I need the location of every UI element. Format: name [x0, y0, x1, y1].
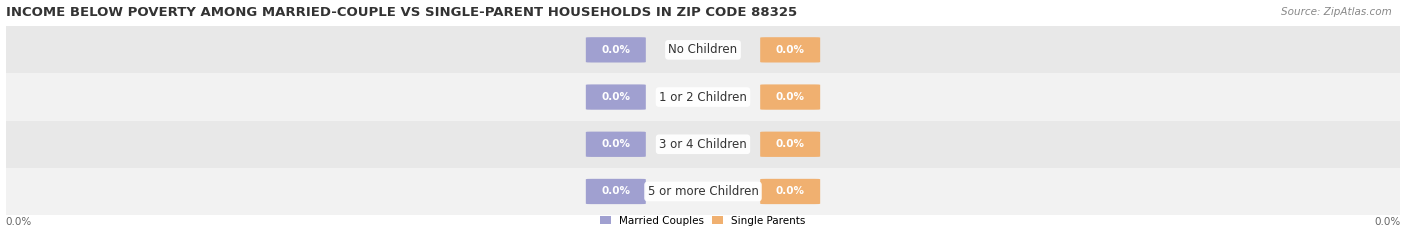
Text: INCOME BELOW POVERTY AMONG MARRIED-COUPLE VS SINGLE-PARENT HOUSEHOLDS IN ZIP COD: INCOME BELOW POVERTY AMONG MARRIED-COUPL… — [6, 6, 797, 19]
Legend: Married Couples, Single Parents: Married Couples, Single Parents — [599, 214, 807, 228]
FancyBboxPatch shape — [761, 37, 820, 62]
Text: No Children: No Children — [668, 43, 738, 56]
Text: 0.0%: 0.0% — [6, 217, 32, 227]
Text: 0.0%: 0.0% — [1374, 217, 1400, 227]
FancyBboxPatch shape — [586, 37, 645, 62]
FancyBboxPatch shape — [586, 132, 645, 157]
FancyBboxPatch shape — [761, 132, 820, 157]
FancyBboxPatch shape — [586, 84, 645, 110]
Text: 0.0%: 0.0% — [776, 139, 804, 149]
Text: 0.0%: 0.0% — [602, 186, 630, 196]
FancyBboxPatch shape — [761, 179, 820, 204]
Text: 0.0%: 0.0% — [602, 139, 630, 149]
Text: 0.0%: 0.0% — [776, 45, 804, 55]
Text: 5 or more Children: 5 or more Children — [648, 185, 758, 198]
Text: 1 or 2 Children: 1 or 2 Children — [659, 91, 747, 103]
Bar — [6, 168, 1400, 215]
Text: Source: ZipAtlas.com: Source: ZipAtlas.com — [1281, 7, 1392, 17]
FancyBboxPatch shape — [761, 84, 820, 110]
Bar — [6, 73, 1400, 121]
Text: 0.0%: 0.0% — [602, 92, 630, 102]
FancyBboxPatch shape — [586, 179, 645, 204]
Text: 0.0%: 0.0% — [776, 92, 804, 102]
Bar — [6, 26, 1400, 73]
Bar — [6, 121, 1400, 168]
Text: 3 or 4 Children: 3 or 4 Children — [659, 138, 747, 151]
Text: 0.0%: 0.0% — [776, 186, 804, 196]
Text: 0.0%: 0.0% — [602, 45, 630, 55]
